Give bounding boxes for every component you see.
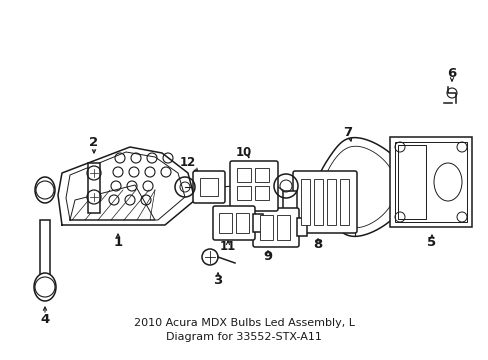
Bar — [237, 186, 250, 200]
Bar — [252, 214, 263, 232]
Text: 2: 2 — [89, 136, 99, 149]
Bar — [254, 186, 268, 200]
Text: 11: 11 — [220, 240, 236, 253]
Bar — [326, 179, 335, 225]
Text: 3: 3 — [213, 274, 222, 287]
Bar — [200, 178, 218, 196]
Bar — [88, 163, 100, 213]
Bar — [236, 213, 248, 233]
Text: 12: 12 — [180, 157, 196, 170]
Ellipse shape — [433, 163, 461, 201]
Bar — [397, 145, 425, 219]
Bar — [254, 168, 268, 182]
Bar — [339, 179, 348, 225]
FancyBboxPatch shape — [229, 161, 278, 211]
Bar — [389, 137, 471, 227]
Text: 1: 1 — [113, 237, 122, 249]
Text: 7: 7 — [343, 126, 352, 139]
FancyBboxPatch shape — [252, 208, 298, 247]
FancyBboxPatch shape — [213, 206, 254, 240]
Text: 9: 9 — [263, 251, 272, 264]
Ellipse shape — [35, 177, 55, 203]
Bar — [237, 168, 250, 182]
Bar — [301, 179, 309, 225]
Text: 8: 8 — [313, 238, 322, 252]
Bar — [296, 218, 306, 236]
Bar — [260, 215, 272, 240]
Bar — [219, 213, 231, 233]
Bar — [394, 142, 466, 222]
Text: 2010 Acura MDX Bulbs Led Assembly, L
Diagram for 33552-STX-A11: 2010 Acura MDX Bulbs Led Assembly, L Dia… — [133, 318, 354, 342]
Bar — [40, 220, 50, 280]
FancyBboxPatch shape — [193, 171, 224, 203]
Bar — [276, 215, 289, 240]
Ellipse shape — [34, 273, 56, 301]
Text: 5: 5 — [427, 237, 436, 249]
Text: 4: 4 — [41, 314, 49, 327]
Bar — [283, 191, 296, 213]
Text: 10: 10 — [235, 147, 252, 159]
Bar — [313, 179, 323, 225]
Text: 6: 6 — [447, 67, 456, 80]
FancyBboxPatch shape — [292, 171, 356, 233]
